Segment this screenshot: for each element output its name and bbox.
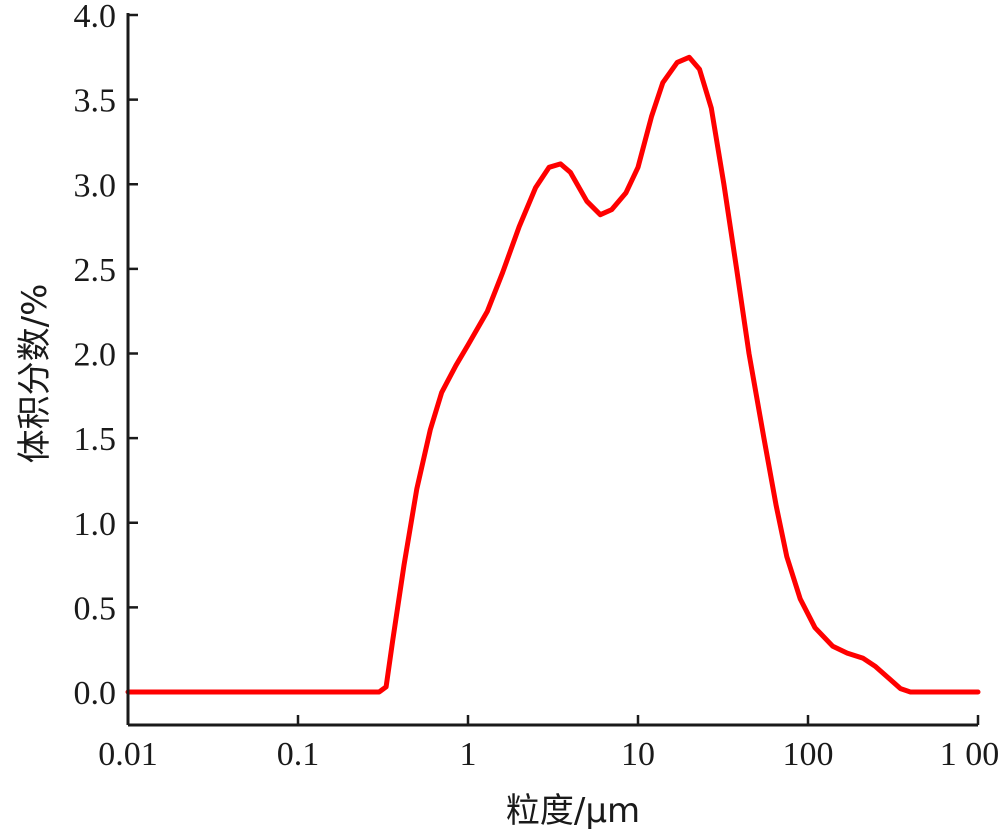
data-point [486, 310, 488, 312]
x-axis-ticks: 0.01 0.1 1 10 100 1 000 [98, 715, 1000, 773]
y-tick-label: 1.0 [74, 506, 117, 543]
data-point [699, 68, 700, 70]
data-point [710, 107, 712, 109]
data-point [736, 268, 738, 270]
data-point [392, 640, 394, 642]
x-tick-label: 100 [783, 736, 834, 773]
y-tick-label: 3.0 [74, 167, 117, 204]
data-point [297, 691, 299, 693]
data-point [569, 171, 571, 173]
y-tick-label: 2.5 [74, 252, 117, 289]
data-point [599, 214, 601, 216]
data-point [688, 56, 690, 58]
data-point [888, 678, 890, 679]
series-group [125, 54, 981, 695]
data-point [637, 166, 639, 168]
data-point [548, 166, 550, 168]
y-tick-label: 0.5 [74, 590, 117, 627]
data-point [909, 691, 911, 693]
x-tick-label: 0.1 [277, 736, 320, 773]
data-point [429, 429, 431, 431]
data-point [926, 691, 928, 693]
data-point [416, 488, 418, 490]
data-point [625, 192, 627, 194]
data-point [611, 209, 613, 211]
x-tick-label: 0.01 [98, 736, 158, 773]
data-point [676, 61, 678, 63]
data-point [662, 82, 664, 84]
data-point [518, 226, 520, 228]
data-point [775, 505, 777, 507]
data-point [846, 652, 848, 654]
y-tick-label: 2.0 [74, 337, 117, 374]
y-tick-label: 0.0 [74, 675, 117, 712]
data-point [875, 666, 877, 668]
data-point [385, 686, 387, 688]
data-point [455, 364, 457, 366]
data-point [723, 183, 725, 185]
x-tick-label: 10 [621, 736, 655, 773]
data-point [862, 657, 864, 659]
data-point [441, 391, 443, 393]
data-point [502, 271, 504, 273]
series-line-0 [125, 54, 981, 695]
y-tick-label: 1.5 [74, 421, 117, 458]
data-point [378, 691, 380, 693]
y-axis-ticks: 0.0 0.5 1.0 1.5 2.0 2.5 3.0 3.5 4.0 [74, 0, 138, 712]
data-point [403, 564, 405, 566]
data-point [832, 645, 834, 647]
data-point [763, 437, 765, 439]
data-point [799, 598, 801, 600]
data-point [748, 353, 750, 354]
data-point [560, 163, 561, 165]
x-tick-label: 1 [460, 736, 477, 773]
data-point [535, 187, 537, 189]
x-tick-label: 1 000 [940, 736, 1000, 773]
y-tick-label: 4.0 [74, 0, 117, 35]
x-axis-title: 粒度/μm [506, 791, 640, 831]
data-point [814, 627, 816, 629]
data-point [651, 116, 652, 118]
data-point [786, 556, 788, 558]
y-axis-title: 体积分数/% [15, 284, 55, 464]
data-point [900, 688, 901, 690]
y-tick-label: 3.5 [74, 83, 117, 120]
data-point [977, 691, 979, 693]
data-point [586, 200, 588, 202]
data-point [467, 344, 469, 346]
data-point [951, 691, 953, 693]
